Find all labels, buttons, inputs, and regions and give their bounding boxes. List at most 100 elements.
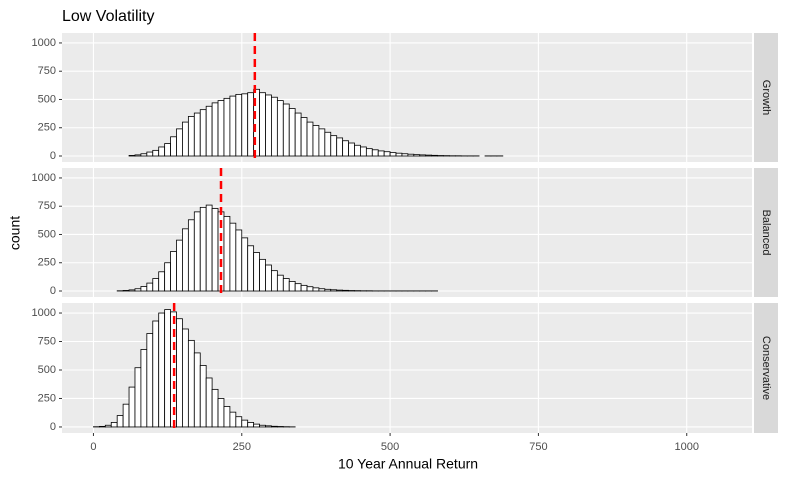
bar [360,147,366,156]
bar [212,208,218,291]
bar [206,205,212,291]
bar [218,398,224,426]
y-tick-label: 1000 [32,172,56,184]
bar [230,412,236,427]
bar [384,152,390,156]
bar [206,106,212,156]
bar [236,417,242,427]
bar [135,289,141,291]
bar [325,132,331,156]
bar [295,113,301,156]
bar [159,313,165,427]
y-tick-label: 500 [38,93,56,105]
bar [188,220,194,291]
bar [248,422,254,427]
x-tick-label: 250 [233,441,251,453]
bar [260,93,266,156]
y-tick-label: 750 [38,335,56,347]
y-tick-label: 500 [38,364,56,376]
bar [283,104,289,156]
strip-label: Balanced [760,210,772,256]
bar [254,424,260,427]
bar [271,271,277,291]
bar [319,129,325,156]
bar [212,103,218,156]
bar [194,353,200,427]
bar [289,281,295,291]
bar [111,422,117,427]
bar [408,154,414,156]
bar [432,155,438,156]
bar [182,229,188,291]
bar [277,101,283,156]
bar [194,212,200,291]
bar [307,122,313,156]
bar [141,154,147,156]
bar [378,151,384,156]
bar [177,129,183,156]
bar [224,98,230,156]
x-axis-title: 10 Year Annual Return [338,456,478,472]
bar [265,265,271,291]
bar [402,154,408,156]
bar [159,272,165,291]
bar [188,116,194,156]
bar [200,110,206,156]
bar [396,153,402,156]
bar [337,138,343,156]
bar [171,251,177,291]
bar [248,246,254,291]
bar [200,207,206,291]
bar [159,147,165,156]
bar [301,118,307,156]
bar [265,426,271,427]
bar [414,155,420,156]
y-tick-label: 0 [50,285,56,297]
bar [194,113,200,156]
bar [224,216,230,291]
bar [147,334,153,427]
strip-label: Conservative [760,336,772,400]
bar [248,93,254,156]
bar [271,97,277,156]
bar [337,290,343,291]
bar [105,425,111,427]
bar [260,425,266,427]
y-tick-label: 1000 [32,307,56,319]
bar [182,122,188,156]
bar [165,144,171,156]
bar [141,349,147,426]
bar [212,389,218,427]
bar [129,387,135,427]
y-tick-label: 0 [50,421,56,433]
bar [147,283,153,291]
bar [283,279,289,291]
x-tick-label: 500 [381,441,399,453]
y-tick-label: 1000 [32,37,56,49]
panel-background [62,33,752,162]
y-tick-label: 250 [38,257,56,269]
bar [331,136,337,156]
bar [153,150,159,156]
bar [153,279,159,291]
bar [343,290,349,291]
bar [188,340,194,427]
bar [331,290,337,291]
bar [242,238,248,291]
bar [426,155,432,156]
bar [230,96,236,156]
bar [307,287,313,291]
bar [319,289,325,291]
bar [230,223,236,291]
bar [277,275,283,291]
bar [135,368,141,427]
bar [218,101,224,156]
y-tick-label: 0 [50,150,56,162]
bar [354,145,360,156]
bar [242,94,248,156]
bar [349,143,355,156]
bar [99,426,105,427]
bar [165,263,171,291]
